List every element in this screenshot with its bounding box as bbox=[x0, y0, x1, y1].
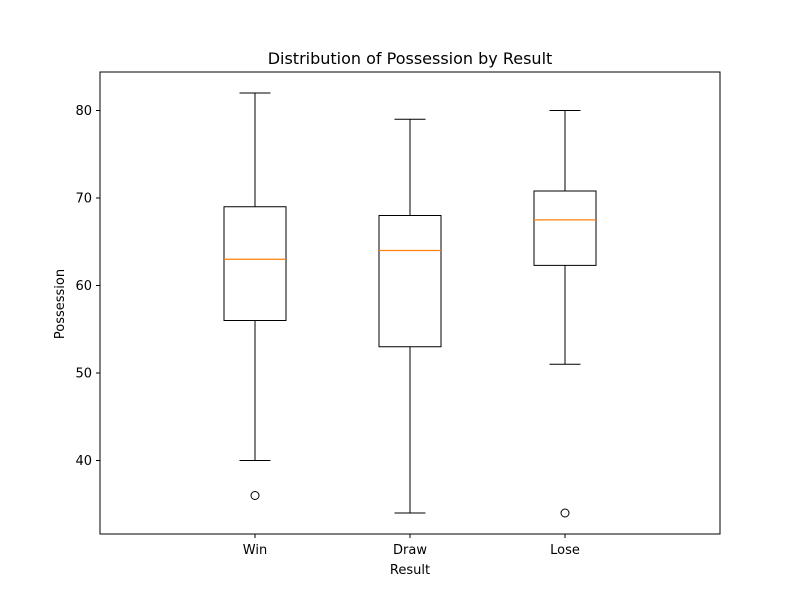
x-axis-label: Result bbox=[390, 563, 430, 578]
y-axis-label: Possession bbox=[53, 269, 68, 339]
plot-area: 40 50 60 70 80 Win Draw Lose bbox=[75, 71, 721, 558]
box-win bbox=[223, 206, 287, 321]
y-tick-label: 50 bbox=[75, 367, 92, 382]
plot-frame bbox=[99, 71, 721, 535]
y-tick-label: 40 bbox=[75, 454, 92, 469]
x-tick-label: Lose bbox=[550, 543, 580, 558]
y-tick-label: 70 bbox=[75, 192, 92, 207]
outlier-point-win bbox=[250, 491, 260, 500]
x-tick-label: Draw bbox=[393, 543, 427, 558]
chart-title: Distribution of Possession by Result bbox=[268, 49, 553, 68]
outlier-point-lose bbox=[560, 508, 570, 518]
box-draw bbox=[378, 215, 442, 348]
x-tick-label: Win bbox=[243, 543, 267, 558]
y-tick-label: 60 bbox=[75, 279, 92, 294]
box-lose bbox=[533, 190, 597, 266]
y-tick-label: 80 bbox=[75, 104, 92, 119]
